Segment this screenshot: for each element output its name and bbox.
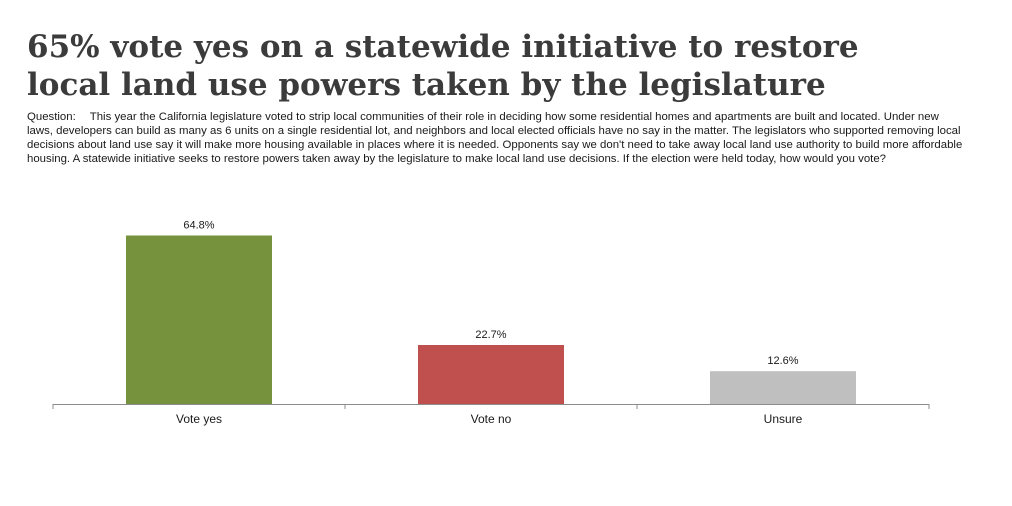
chart-title: 65% vote yes on a statewide initiative t…: [27, 28, 927, 104]
data-label-unsure: 12.6%: [767, 355, 798, 367]
bar-vote-yes: [126, 235, 272, 404]
chart-title-line-2: local land use powers taken by the legis…: [27, 67, 826, 103]
chart-title-line-1: 65% vote yes on a statewide initiative t…: [27, 29, 859, 65]
bar-unsure: [710, 371, 856, 404]
category-label-unsure: Unsure: [764, 412, 803, 426]
survey-question: Question: This year the California legisl…: [27, 110, 967, 166]
category-label-vote-no: Vote no: [471, 412, 512, 426]
question-label: Question:: [27, 111, 76, 123]
category-label-vote-yes: Vote yes: [176, 412, 222, 426]
bar-vote-no: [418, 345, 564, 404]
question-text: This year the California legislature vot…: [27, 111, 963, 165]
data-label-vote-no: 22.7%: [475, 329, 506, 341]
data-label-vote-yes: 64.8%: [183, 220, 214, 232]
